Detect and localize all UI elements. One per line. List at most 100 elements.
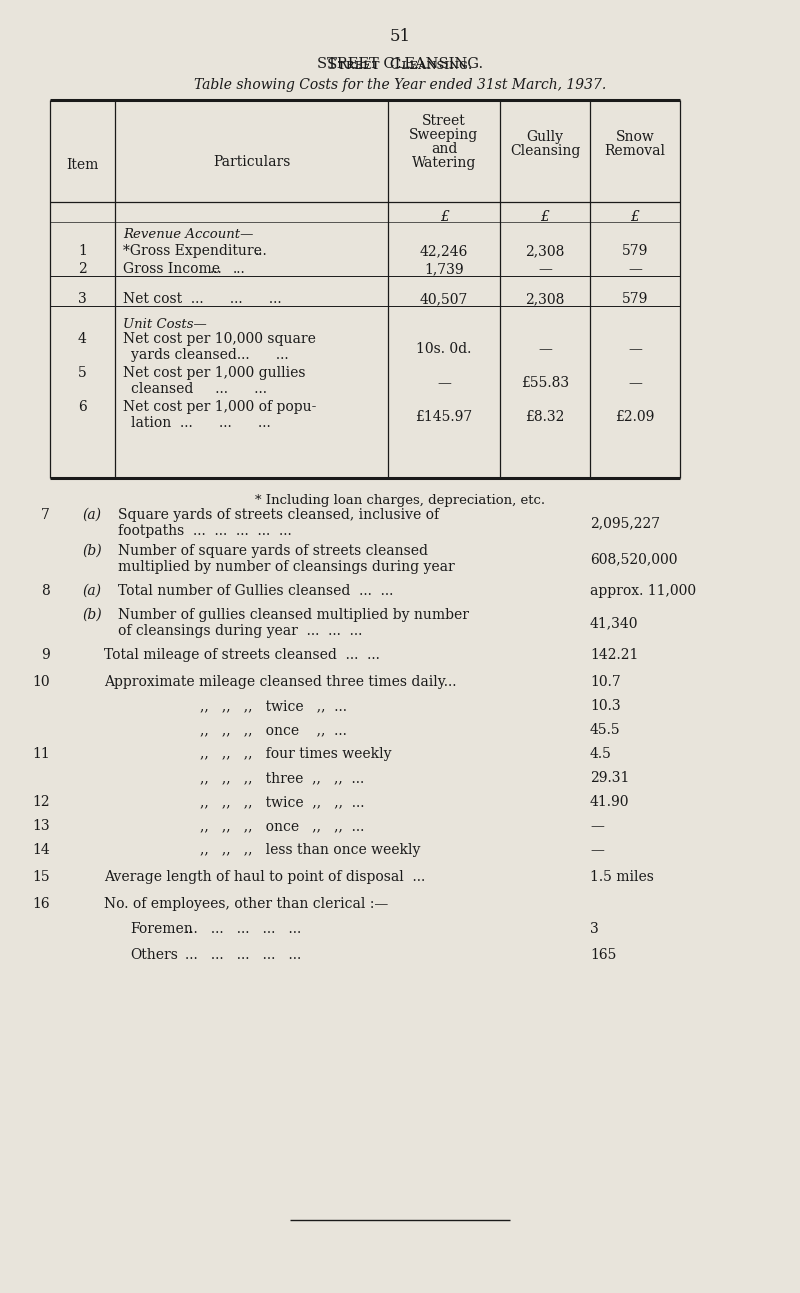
Text: Net cost per 1,000 gullies: Net cost per 1,000 gullies: [123, 366, 306, 380]
Text: 51: 51: [390, 28, 410, 45]
Text: Foremen: Foremen: [130, 922, 193, 936]
Text: 14: 14: [32, 843, 50, 857]
Text: 15: 15: [32, 870, 50, 884]
Text: 41,340: 41,340: [590, 615, 638, 630]
Text: 5: 5: [78, 366, 87, 380]
Text: multiplied by number of cleansings during year: multiplied by number of cleansings durin…: [118, 560, 454, 574]
Text: —: —: [437, 376, 451, 390]
Text: Total number of Gullies cleansed  ...  ...: Total number of Gullies cleansed ... ...: [118, 584, 394, 597]
Text: approx. 11,000: approx. 11,000: [590, 584, 696, 597]
Text: 10.3: 10.3: [590, 700, 621, 712]
Text: —: —: [628, 343, 642, 356]
Text: 1: 1: [78, 244, 87, 259]
Text: Average length of haul to point of disposal  ...: Average length of haul to point of dispo…: [104, 870, 426, 884]
Text: ,,   ,,   ,,   three  ,,   ,,  ...: ,, ,, ,, three ,, ,, ...: [200, 771, 364, 785]
Text: Number of square yards of streets cleansed: Number of square yards of streets cleans…: [118, 544, 428, 559]
Text: —: —: [538, 343, 552, 356]
Text: yards cleansed...      ...: yards cleansed... ...: [131, 348, 289, 362]
Text: ,,   ,,   ,,   twice   ,,  ...: ,, ,, ,, twice ,, ...: [200, 700, 347, 712]
Text: Sweeping: Sweeping: [410, 128, 478, 142]
Text: Sᴛʀᴇᴇᴛ  Cʟᴇᴀɴѕɪɴɢ.: Sᴛʀᴇᴇᴛ Cʟᴇᴀɴѕɪɴɢ.: [327, 58, 473, 72]
Text: lation  ...      ...      ...: lation ... ... ...: [131, 416, 270, 431]
Text: 2: 2: [78, 262, 87, 275]
Text: 40,507: 40,507: [420, 292, 468, 306]
Text: 2,308: 2,308: [526, 244, 565, 259]
Text: —: —: [628, 262, 642, 275]
Text: 10.7: 10.7: [590, 675, 621, 689]
Text: Square yards of streets cleansed, inclusive of: Square yards of streets cleansed, inclus…: [118, 508, 439, 522]
Text: £2.09: £2.09: [615, 410, 654, 424]
Text: of cleansings during year  ...  ...  ...: of cleansings during year ... ... ...: [118, 625, 362, 637]
Text: ...: ...: [210, 262, 222, 275]
Text: 42,246: 42,246: [420, 244, 468, 259]
Text: Approximate mileage cleansed three times daily...: Approximate mileage cleansed three times…: [104, 675, 457, 689]
Text: £: £: [439, 209, 449, 224]
Text: Gully: Gully: [526, 131, 563, 144]
Text: ...: ...: [233, 262, 246, 275]
Text: ...: ...: [255, 244, 268, 259]
Text: ,,   ,,   ,,   four times weekly: ,, ,, ,, four times weekly: [200, 747, 391, 762]
Text: 2,095,227: 2,095,227: [590, 516, 660, 530]
Text: 4: 4: [78, 332, 87, 347]
Text: cleansed     ...      ...: cleansed ... ...: [131, 381, 267, 396]
Text: 579: 579: [622, 244, 648, 259]
Text: No. of employees, other than clerical :—: No. of employees, other than clerical :—: [104, 897, 388, 912]
Text: 11: 11: [32, 747, 50, 762]
Text: Revenue Account—: Revenue Account—: [123, 228, 254, 240]
Text: £55.83: £55.83: [521, 376, 569, 390]
Text: Snow: Snow: [616, 131, 654, 144]
Text: Net cost  ...      ...      ...: Net cost ... ... ...: [123, 292, 282, 306]
Text: ...   ...   ...   ...   ...: ... ... ... ... ...: [185, 922, 302, 936]
Text: Table showing Costs for the Year ended 31st March, 1937.: Table showing Costs for the Year ended 3…: [194, 78, 606, 92]
Text: Net cost per 10,000 square: Net cost per 10,000 square: [123, 332, 316, 347]
Text: 142.21: 142.21: [590, 648, 638, 662]
Text: —: —: [590, 818, 604, 833]
Text: Others: Others: [130, 948, 178, 962]
Text: £8.32: £8.32: [526, 410, 565, 424]
Text: 608,520,000: 608,520,000: [590, 552, 678, 566]
Text: * Including loan charges, depreciation, etc.: * Including loan charges, depreciation, …: [255, 494, 545, 507]
Text: footpaths  ...  ...  ...  ...  ...: footpaths ... ... ... ... ...: [118, 524, 292, 538]
Text: Item: Item: [66, 158, 98, 172]
Text: ,,   ,,   ,,   once   ,,   ,,  ...: ,, ,, ,, once ,, ,, ...: [200, 818, 364, 833]
Text: 3: 3: [78, 292, 87, 306]
Text: STREET CLEANSING.: STREET CLEANSING.: [317, 57, 483, 71]
Text: 6: 6: [78, 400, 87, 414]
Text: 1,739: 1,739: [424, 262, 464, 275]
Text: ...   ...   ...   ...   ...: ... ... ... ... ...: [185, 948, 302, 962]
Text: £145.97: £145.97: [415, 410, 473, 424]
Text: 165: 165: [590, 948, 616, 962]
Text: 2,308: 2,308: [526, 292, 565, 306]
Text: 7: 7: [41, 508, 50, 522]
Text: 3: 3: [590, 922, 598, 936]
Text: Number of gullies cleansed multiplied by number: Number of gullies cleansed multiplied by…: [118, 608, 469, 622]
Text: Total mileage of streets cleansed  ...  ...: Total mileage of streets cleansed ... ..…: [104, 648, 380, 662]
Text: 41.90: 41.90: [590, 795, 630, 809]
Text: —: —: [628, 376, 642, 390]
Text: ,,   ,,   ,,   less than once weekly: ,, ,, ,, less than once weekly: [200, 843, 420, 857]
Text: (b): (b): [82, 544, 102, 559]
Text: Removal: Removal: [605, 144, 666, 158]
Text: ,,   ,,   ,,   once    ,,  ...: ,, ,, ,, once ,, ...: [200, 723, 347, 737]
Text: *Gross Expenditure: *Gross Expenditure: [123, 244, 262, 259]
Text: 1.5 miles: 1.5 miles: [590, 870, 654, 884]
Text: (a): (a): [82, 584, 101, 597]
Text: 29.31: 29.31: [590, 771, 630, 785]
Text: Particulars: Particulars: [213, 155, 290, 169]
Text: 4.5: 4.5: [590, 747, 612, 762]
Text: Watering: Watering: [412, 156, 476, 169]
Text: 579: 579: [622, 292, 648, 306]
Text: 10: 10: [32, 675, 50, 689]
Text: £: £: [630, 209, 639, 224]
Text: 45.5: 45.5: [590, 723, 621, 737]
Text: and: and: [431, 142, 457, 156]
Text: Unit Costs—: Unit Costs—: [123, 318, 206, 331]
Text: Net cost per 1,000 of popu-: Net cost per 1,000 of popu-: [123, 400, 316, 414]
Text: —: —: [590, 843, 604, 857]
Text: —: —: [538, 262, 552, 275]
Text: 12: 12: [32, 795, 50, 809]
Text: 8: 8: [42, 584, 50, 597]
Text: £: £: [541, 209, 550, 224]
Text: 9: 9: [42, 648, 50, 662]
Text: 16: 16: [32, 897, 50, 912]
